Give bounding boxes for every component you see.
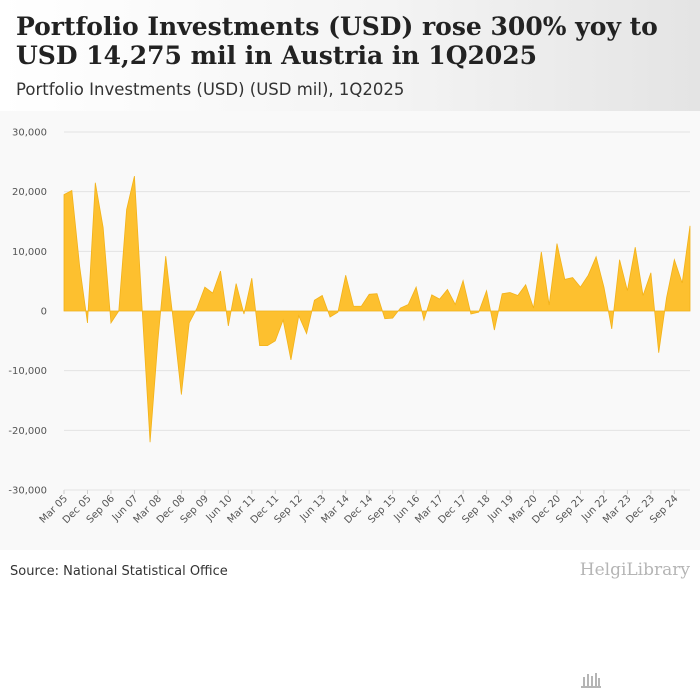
y-tick-label: -20,000	[8, 426, 47, 437]
y-axis-ticks: 30,000 20,000 10,000 0 -10,000 -20,000 -30,000	[8, 128, 47, 497]
series-area	[63, 176, 691, 443]
source-note: Source: National Statistical Office	[10, 564, 228, 579]
y-tick-label: 20,000	[12, 187, 47, 198]
y-tick-label: -30,000	[8, 486, 47, 497]
y-tick-label: -10,000	[8, 366, 47, 377]
chart-background	[0, 111, 700, 550]
library-icon	[580, 673, 601, 688]
y-tick-label: 30,000	[12, 128, 47, 139]
y-tick-label: 10,000	[12, 247, 47, 258]
area-layer	[63, 176, 691, 443]
chart-subtitle: Portfolio Investments (USD) (USD mil), 1…	[16, 80, 405, 99]
y-tick-label: 0	[41, 307, 47, 318]
brand-logo: HelgiLibrary	[579, 560, 690, 688]
chart-title: Portfolio Investments (USD) rose 300% yo…	[16, 12, 658, 70]
header-banner: Portfolio Investments (USD) rose 300% yo…	[0, 0, 700, 111]
brand-name: HelgiLibrary	[579, 560, 690, 580]
chart-svg: 30,000 20,000 10,000 0 -10,000 -20,000 -30,000…	[8, 128, 691, 526]
